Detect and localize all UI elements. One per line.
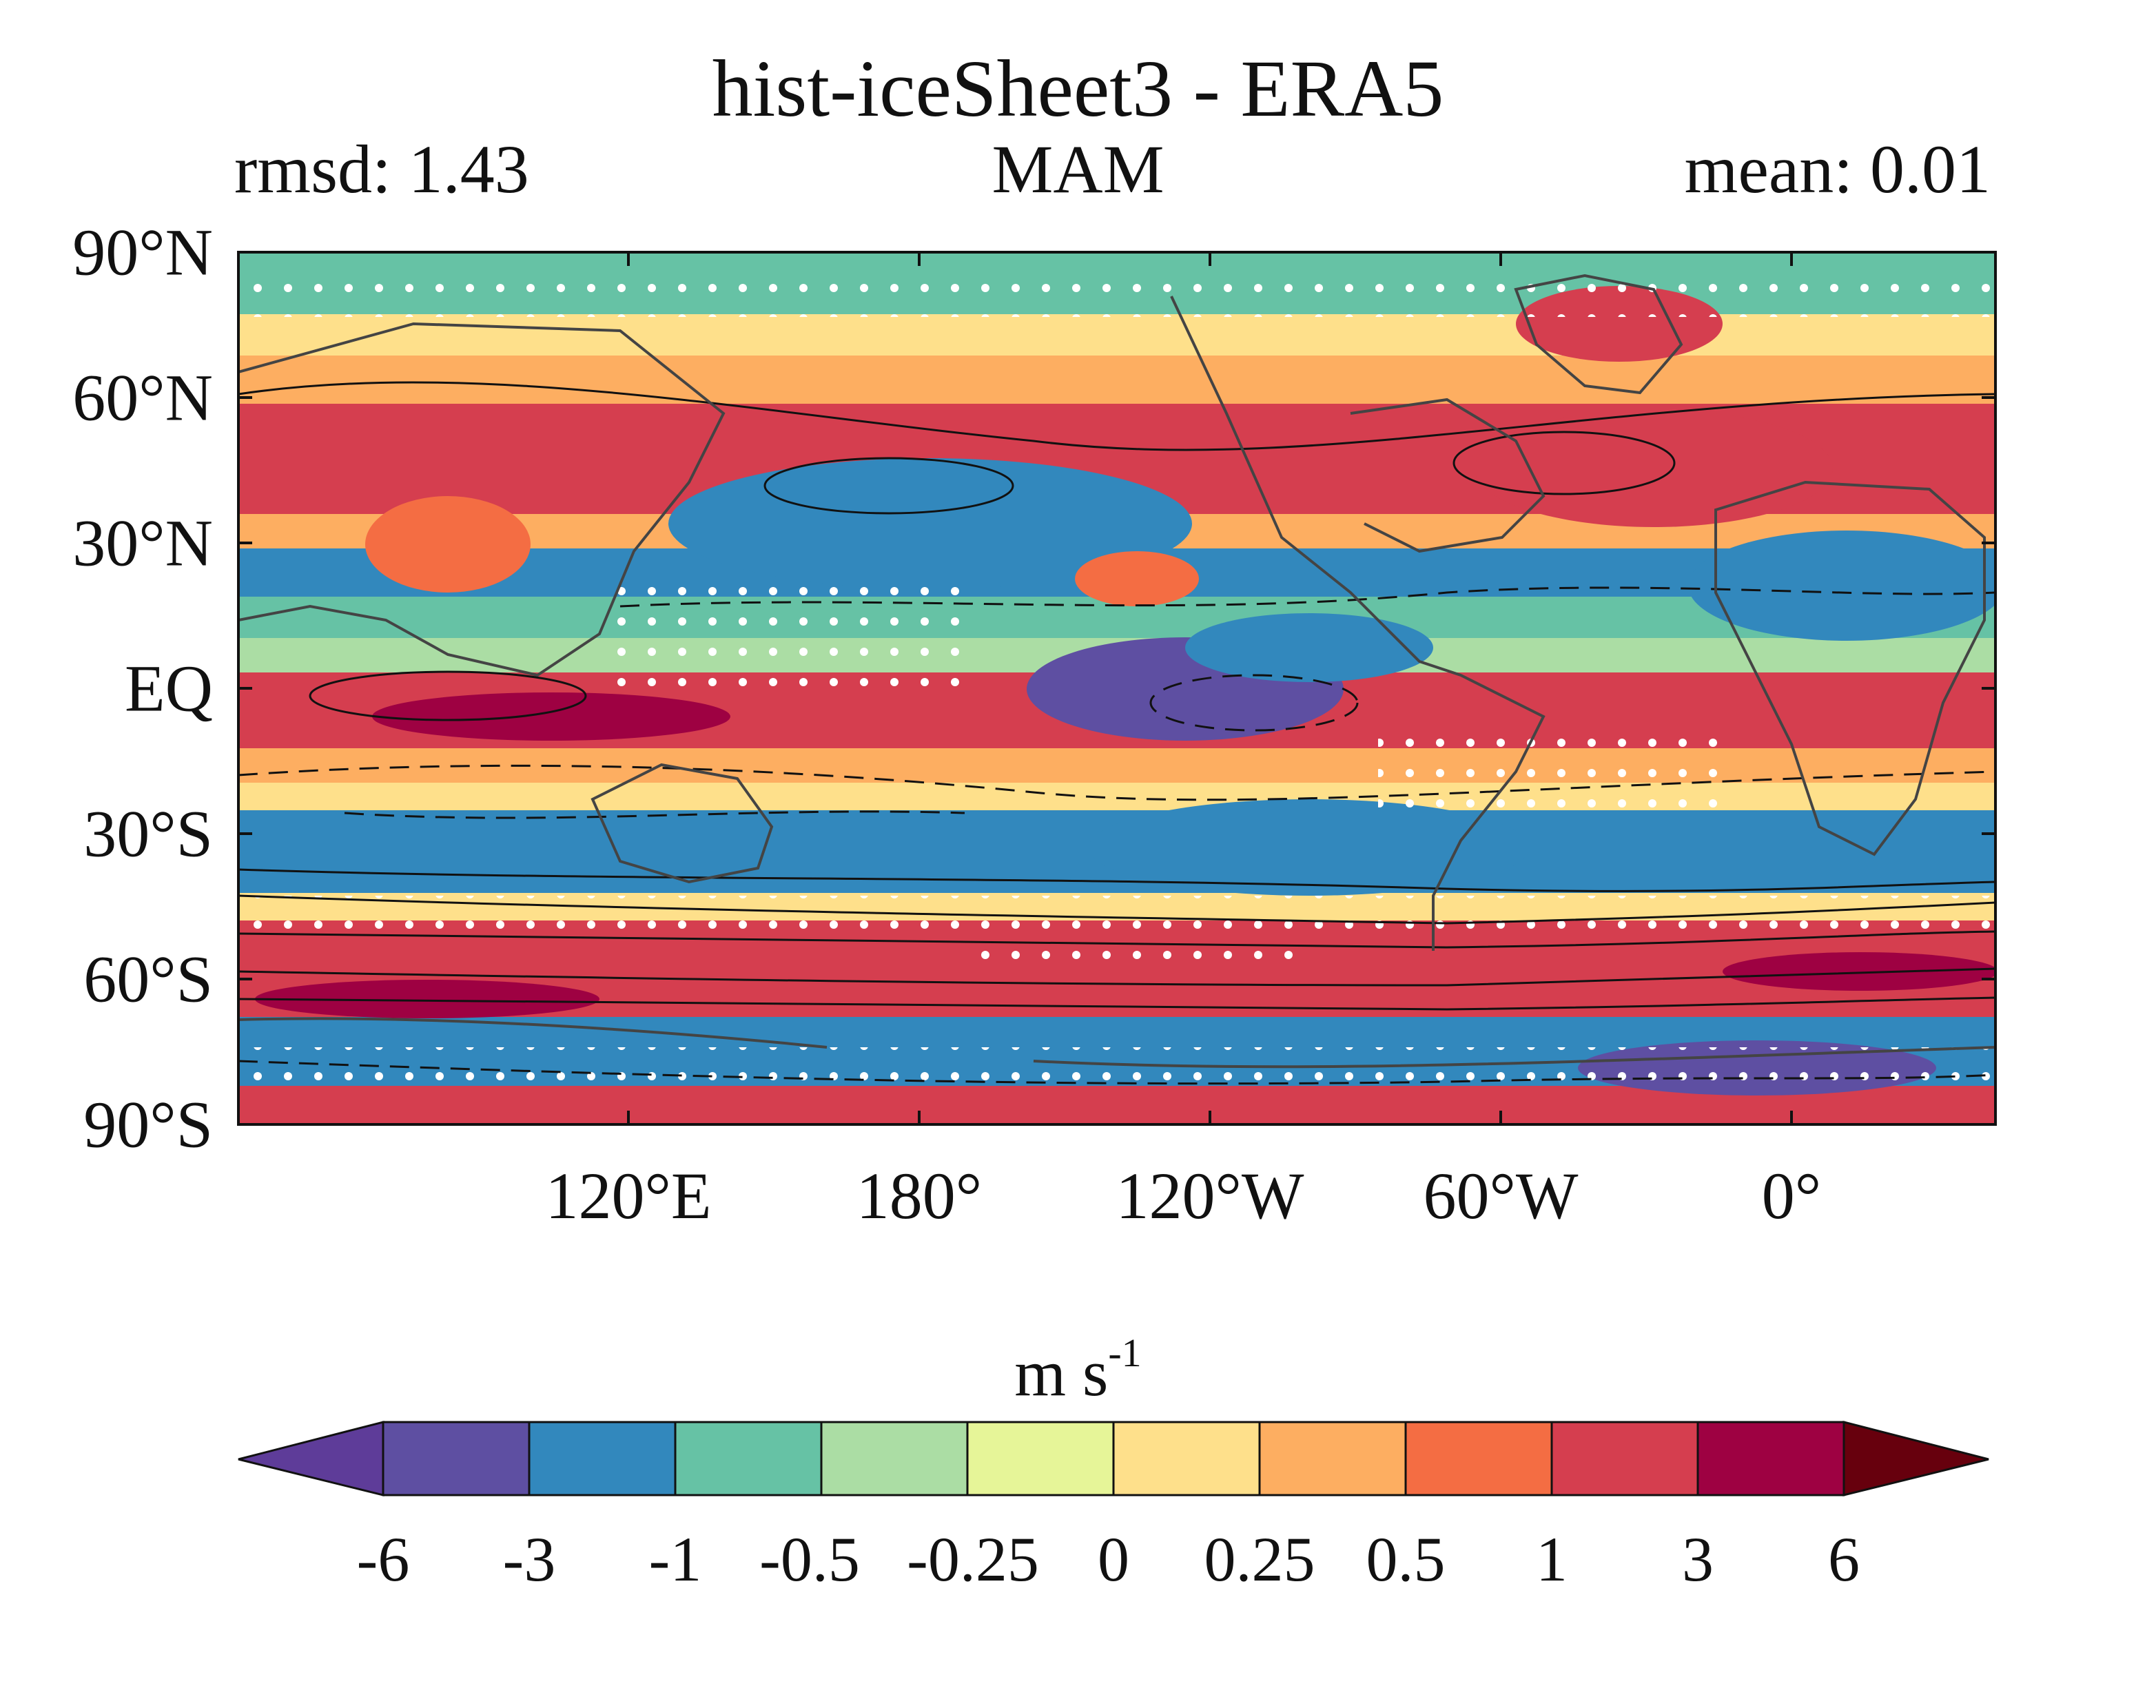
lon-label-120w: 120°W — [1116, 1159, 1304, 1233]
colorbar-unit: m s-1 — [1014, 1330, 1142, 1410]
lat-label-eq: EQ — [125, 651, 213, 726]
colorbar-tick-label: 6 — [1828, 1524, 1860, 1594]
lat-label-60n: 60°N — [72, 360, 213, 435]
lat-label-90s: 90°S — [83, 1087, 213, 1162]
colorbar-tick-label: 0.25 — [1204, 1524, 1315, 1594]
lat-label-60s: 60°S — [83, 942, 213, 1016]
lon-label-180: 180° — [856, 1159, 983, 1233]
lat-label-30s: 30°S — [83, 796, 213, 871]
lat-label-30n: 30°N — [72, 506, 213, 580]
colorbar — [238, 1421, 1989, 1496]
lat-label-90n: 90°N — [72, 215, 213, 289]
lon-label-0: 0° — [1761, 1159, 1822, 1233]
colorbar-tick-label: -0.25 — [907, 1524, 1039, 1594]
map-title: hist-iceSheet3 - ERA5 — [712, 43, 1444, 134]
colorbar-extend-high — [1842, 1421, 1989, 1496]
colorbar-tick-label: 3 — [1682, 1524, 1714, 1594]
colorbar-tick-label: -6 — [356, 1524, 410, 1594]
lon-label-120e: 120°E — [545, 1159, 712, 1233]
rmsd-label: rmsd: 1.43 — [234, 131, 529, 207]
colorbar-tick-label: -1 — [648, 1524, 702, 1594]
mean-label: mean: 0.01 — [1684, 131, 1991, 207]
lon-label-60w: 60°W — [1423, 1159, 1579, 1233]
axis-ticks — [238, 251, 1995, 1126]
colorbar-tick-label: -3 — [502, 1524, 556, 1594]
colorbar-tick-label: 0.5 — [1366, 1524, 1446, 1594]
season-label: MAM — [992, 131, 1164, 207]
colorbar-extend-low — [238, 1421, 384, 1496]
colorbar-tick-label: 0 — [1098, 1524, 1129, 1594]
colorbar-tick-label: 1 — [1536, 1524, 1568, 1594]
colorbar-tick-label: -0.5 — [759, 1524, 860, 1594]
map-field — [238, 252, 1995, 1124]
